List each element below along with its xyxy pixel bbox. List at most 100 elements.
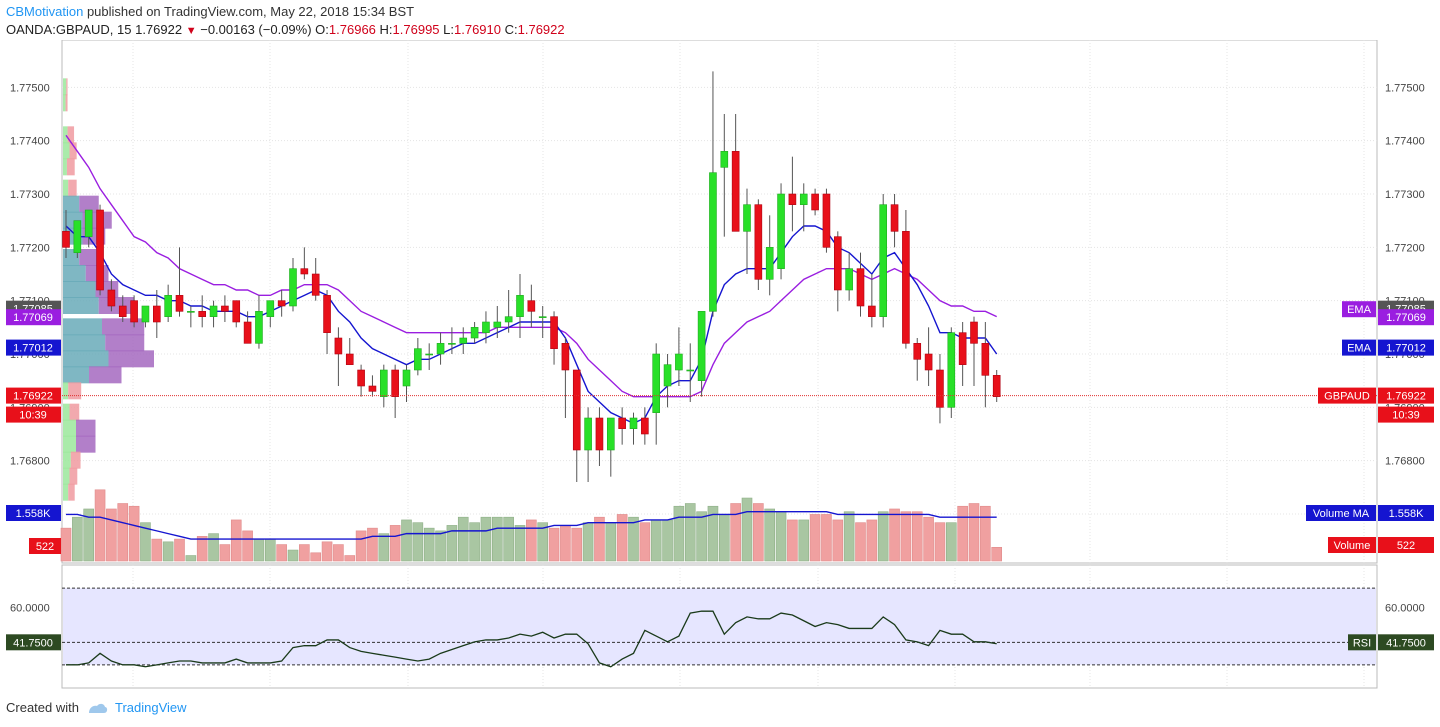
candle-body (754, 204, 763, 280)
candle-body (391, 369, 399, 397)
volume-profile-up (63, 158, 67, 176)
tradingview-brand[interactable]: TradingView (87, 700, 187, 715)
candle-body (720, 151, 729, 168)
candle-body (799, 193, 808, 205)
volume-bar (730, 503, 741, 562)
candle-body (243, 321, 252, 344)
candle-body (198, 311, 206, 317)
volume-bar (696, 511, 707, 562)
volume-profile-up (63, 297, 99, 314)
candle-body (765, 247, 774, 280)
price-tick-right: 1.77300 (1385, 189, 1425, 201)
volume-label-right-bg (1378, 537, 1434, 553)
countdown-label-right-bg (1378, 406, 1434, 423)
price-tick-left: 1.77500 (10, 82, 50, 94)
candle-body (788, 193, 797, 205)
candle-body (470, 327, 479, 339)
volume-bar (707, 505, 719, 562)
volume-profile-down (76, 419, 96, 437)
candle-body (629, 417, 638, 429)
volume-bar (945, 522, 957, 562)
rsi-tag: RSI (1353, 637, 1371, 649)
volume-bar (503, 516, 514, 562)
volume-profile-up (63, 334, 106, 352)
ema-fast-label-left: 1.77012 (13, 343, 53, 355)
volume-profile-down (65, 94, 68, 112)
footer: Created with TradingView (6, 700, 187, 715)
candle-body (663, 364, 672, 387)
candle-body (958, 332, 967, 365)
volume-bar (605, 522, 617, 562)
volume-bar (276, 544, 287, 562)
price-chart[interactable]: 1.77500 1.77500 1.77400 1.77400 1.77300 1.773… (0, 40, 1440, 690)
volume-bar (594, 516, 605, 562)
last-price: 1.76922 (135, 22, 183, 37)
volume-bar (117, 503, 129, 562)
rsi-tick-right: 60.0000 (1385, 602, 1425, 614)
candle-body (221, 305, 229, 312)
volume-bar (809, 514, 821, 562)
volume-bar (764, 508, 776, 562)
rsi-line (66, 610, 997, 668)
volume-bar (753, 503, 764, 562)
volume-profile-up (63, 366, 89, 384)
volume-profile-down (69, 403, 80, 421)
volume-bar (741, 497, 753, 562)
candle-body (289, 268, 297, 307)
volume-bar (446, 525, 458, 562)
volume-ma-tag-bg (1306, 505, 1376, 521)
tradingview-logo-icon (88, 703, 108, 713)
candle-body (187, 311, 195, 313)
volume-bar (480, 516, 492, 562)
candle-body (118, 305, 127, 317)
candle-body (277, 300, 286, 307)
candle-body (856, 268, 865, 307)
candle-body (357, 369, 365, 387)
candle-body (232, 300, 241, 323)
volume-bar (378, 533, 390, 562)
volume-bar (616, 514, 628, 562)
price-tick-right: 1.77200 (1385, 242, 1425, 254)
volume-profile-down (68, 483, 75, 501)
volume-bar (991, 547, 1003, 562)
candle-body (266, 300, 275, 317)
volume-bar (639, 522, 651, 562)
candle-body (731, 151, 740, 232)
volume-bar (650, 519, 662, 562)
candle-body (368, 385, 377, 392)
candle-body (572, 369, 581, 451)
volume-ma-line (66, 511, 997, 540)
candle-body (550, 316, 558, 349)
volume-ma-label-right-bg (1378, 505, 1434, 521)
candle-body (73, 220, 82, 253)
candle-body (107, 289, 116, 307)
candle-body (311, 273, 320, 296)
volume-profile-up (63, 78, 67, 96)
ema-tag-1: EMA (1347, 304, 1372, 316)
volume-bar (877, 511, 889, 562)
volume-profile-down (105, 334, 145, 352)
symbol-label: OANDA:GBPAUD, 15 (6, 22, 132, 37)
price-tick-left: 1.76800 (10, 456, 50, 468)
volume-ma-label-right: 1.558K (1389, 508, 1425, 520)
volume-bar (628, 516, 639, 562)
candle-body (709, 172, 717, 312)
candle-body (879, 204, 888, 317)
volume-bar (367, 527, 378, 562)
price-tick-right: 1.77400 (1385, 136, 1425, 148)
volume-label-right: 522 (1397, 540, 1415, 552)
volume-profile-up (63, 142, 70, 160)
candle-body (300, 268, 309, 275)
author-link[interactable]: CBMotivation (6, 4, 84, 19)
candle-body (414, 348, 422, 371)
volume-label-left-bg (29, 538, 61, 554)
volume-profile-up (63, 483, 69, 501)
candle-body (561, 343, 570, 371)
volume-bar (185, 555, 197, 562)
ema-tag-2-bg (1342, 339, 1376, 356)
volume-ma-label-left: 1.558K (16, 508, 52, 520)
candle-body (436, 343, 445, 355)
volume-bar (866, 519, 878, 562)
candle-body (130, 300, 138, 323)
volume-profile-down (89, 366, 122, 384)
